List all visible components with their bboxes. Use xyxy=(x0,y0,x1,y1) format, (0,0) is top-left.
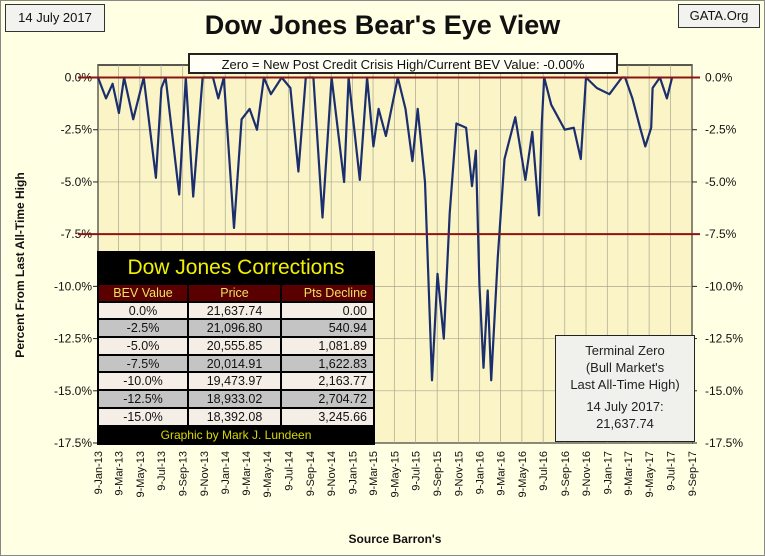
chart-subtitle: Zero = New Post Credit Crisis High/Curre… xyxy=(188,53,618,74)
y-tick-label-right: -12.5% xyxy=(705,332,743,346)
y-tick-label-right: 0.0% xyxy=(705,71,733,85)
table-row: -2.5% 21,096.80 540.94 xyxy=(98,319,374,338)
corrections-table: Dow Jones Corrections BEV Value Price Pt… xyxy=(97,251,375,445)
terminal-zero-line1: Terminal Zero xyxy=(585,343,665,358)
table-row: -10.0% 19,473.97 2,163.77 xyxy=(98,372,374,391)
table-cell: 1,081.89 xyxy=(281,337,374,355)
x-tick-label: 9-Mar-14 xyxy=(241,451,253,496)
y-axis-title: Percent From Last All-Time High xyxy=(13,172,27,358)
x-tick-label: 9-May-15 xyxy=(389,451,401,497)
x-tick-label: 9-Sep-16 xyxy=(560,451,572,496)
y-tick-label-left: -15.0% xyxy=(54,384,92,398)
x-tick-label: 9-Jan-13 xyxy=(93,451,105,494)
x-tick-label: 9-Mar-16 xyxy=(496,451,508,496)
table-cell: 2,163.77 xyxy=(281,372,374,391)
y-tick-label-left: -5.0% xyxy=(61,175,93,189)
table-cell: 21,096.80 xyxy=(188,319,281,338)
table-cell: -2.5% xyxy=(98,319,188,338)
x-tick-label: 9-Jan-17 xyxy=(602,451,614,494)
y-tick-label-left: -2.5% xyxy=(61,123,93,137)
y-tick-label-left: -7.5% xyxy=(61,227,93,241)
y-tick-label-right: -2.5% xyxy=(705,123,737,137)
table-cell: 19,473.97 xyxy=(188,372,281,391)
y-tick-label-left: -12.5% xyxy=(54,332,92,346)
table-cell: -7.5% xyxy=(98,354,188,373)
x-tick-label: 9-Mar-17 xyxy=(623,451,635,496)
table-cell: -12.5% xyxy=(98,390,188,408)
table-header-row: BEV Value Price Pts Decline xyxy=(98,284,374,302)
x-tick-label: 9-Sep-13 xyxy=(178,451,190,496)
x-tick-label: 9-May-17 xyxy=(644,451,656,497)
table-cell: 18,933.02 xyxy=(188,390,281,408)
terminal-zero-line3: Last All-Time High) xyxy=(570,377,680,392)
x-tick-label: 9-May-13 xyxy=(135,451,147,497)
x-tick-label: 9-Jul-15 xyxy=(411,451,423,491)
x-tick-label: 9-Jul-16 xyxy=(538,451,550,491)
source-site-label: GATA.Org xyxy=(678,4,760,28)
y-tick-label-right: -17.5% xyxy=(705,436,743,450)
table-cell: 3,245.66 xyxy=(281,407,374,426)
y-tick-label-right: -15.0% xyxy=(705,384,743,398)
table-cell: 18,392.08 xyxy=(188,407,281,426)
x-axis-title: Source Barron's xyxy=(348,532,442,546)
table-cell: 0.00 xyxy=(281,301,374,320)
column-header: Price xyxy=(188,284,281,302)
table-cell: -10.0% xyxy=(98,372,188,391)
table-cell: 20,555.85 xyxy=(188,337,281,355)
x-tick-label: 9-May-16 xyxy=(517,451,529,497)
x-tick-label: 9-Nov-15 xyxy=(453,451,465,496)
table-cell: 0.0% xyxy=(98,301,188,320)
terminal-zero-line2: (Bull Market's xyxy=(585,360,665,375)
x-tick-label: 9-Jul-13 xyxy=(156,451,168,491)
x-tick-label: 9-Nov-14 xyxy=(326,451,338,496)
x-tick-label: 9-May-14 xyxy=(262,451,274,497)
y-tick-label-right: -7.5% xyxy=(705,227,737,241)
table-cell: 21,637.74 xyxy=(188,301,281,320)
date-label: 14 July 2017 xyxy=(5,4,105,32)
y-tick-label-left: -17.5% xyxy=(54,436,92,450)
x-tick-label: 9-Mar-13 xyxy=(114,451,126,496)
table-cell: 540.94 xyxy=(281,319,374,338)
chart-title: Dow Jones Bear's Eye View xyxy=(204,10,561,40)
x-tick-label: 9-Mar-15 xyxy=(368,451,380,496)
table-row: -15.0% 18,392.08 3,245.66 xyxy=(98,407,374,426)
x-tick-label: 9-Jul-17 xyxy=(665,451,677,491)
x-tick-label: 9-Sep-14 xyxy=(305,451,317,496)
table-cell: -15.0% xyxy=(98,407,188,426)
table-cell: 20,014.91 xyxy=(188,354,281,373)
table-row: -12.5% 18,933.02 2,704.72 xyxy=(98,390,374,408)
terminal-zero-value: 21,637.74 xyxy=(596,416,654,431)
x-tick-label: 9-Jan-15 xyxy=(347,451,359,494)
column-header: Pts Decline xyxy=(281,284,374,302)
table-cell: -5.0% xyxy=(98,337,188,355)
column-header: BEV Value xyxy=(98,284,188,302)
y-tick-label-right: -10.0% xyxy=(705,279,743,293)
x-tick-label: 9-Nov-16 xyxy=(581,451,593,496)
x-tick-label: 9-Sep-15 xyxy=(432,451,444,496)
x-tick-label: 9-Sep-17 xyxy=(687,451,699,496)
table-footer-credit: Graphic by Mark J. Lundeen xyxy=(160,427,312,442)
table-cell: 2,704.72 xyxy=(281,390,374,408)
y-tick-label-left: -10.0% xyxy=(54,279,92,293)
x-tick-label: 9-Jan-14 xyxy=(220,451,232,494)
x-tick-label: 9-Jul-14 xyxy=(283,451,295,491)
y-tick-label-right: -5.0% xyxy=(705,175,737,189)
terminal-zero-box: Terminal Zero (Bull Market's Last All-Ti… xyxy=(555,335,695,442)
x-tick-label: 9-Nov-13 xyxy=(199,451,211,496)
terminal-zero-date: 14 July 2017: xyxy=(586,399,664,414)
corrections-table-title: Dow Jones Corrections xyxy=(127,256,345,279)
table-row: 0.0% 21,637.74 0.00 xyxy=(98,301,374,320)
table-cell: 1,622.83 xyxy=(281,354,374,373)
table-row: -5.0% 20,555.85 1,081.89 xyxy=(98,337,374,355)
x-tick-label: 9-Jan-16 xyxy=(475,451,487,494)
table-row: -7.5% 20,014.91 1,622.83 xyxy=(98,354,374,373)
